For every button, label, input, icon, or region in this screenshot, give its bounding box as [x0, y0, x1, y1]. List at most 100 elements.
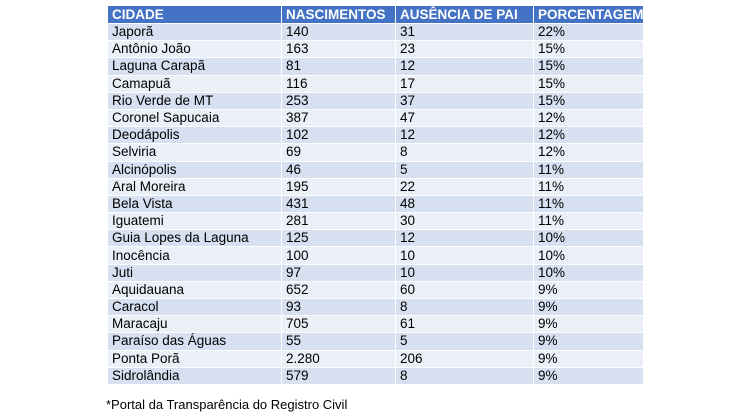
table-row: Iguatemi 281 30 11%: [107, 212, 644, 231]
cell-nascimentos: 387: [281, 108, 396, 128]
cell-ausencia-de-pai: 12: [395, 126, 534, 145]
cell-nascimentos: 705: [281, 315, 396, 334]
cell-ausencia-de-pai: 8: [395, 366, 534, 385]
cell-ausencia-de-pai: 31: [395, 22, 534, 42]
table-row: Rio Verde de MT 253 37 15%: [107, 91, 644, 110]
cell-porcentagem: 11%: [533, 212, 644, 231]
cell-nascimentos: 100: [281, 246, 396, 265]
cell-ausencia-de-pai: 30: [395, 212, 534, 231]
cell-porcentagem: 15%: [533, 91, 644, 110]
cell-cidade: Aral Moreira: [107, 177, 282, 196]
table-body: Japorã 140 31 22% Antônio João 163 23 15% Laguna…: [107, 22, 644, 385]
table-row: Laguna Carapã 81 12 15%: [107, 57, 644, 76]
cell-cidade: Antônio João: [107, 40, 282, 59]
table-row: Sidrolândia 579 8 9%: [107, 366, 644, 385]
cell-nascimentos: 140: [281, 22, 396, 42]
cell-nascimentos: 579: [281, 366, 396, 385]
cell-porcentagem: 9%: [533, 280, 644, 300]
cell-nascimentos: 281: [281, 212, 396, 231]
table-row: Inocência 100 10 10%: [107, 246, 644, 265]
cell-nascimentos: 431: [281, 194, 396, 214]
header-ausencia-de-pai: AUSÊNCIA DE PAI: [395, 5, 534, 24]
cell-cidade: Laguna Carapã: [107, 57, 282, 76]
table-header: CIDADE NASCIMENTOS AUSÊNCIA DE PAI PORCE…: [107, 5, 644, 24]
cell-cidade: Coronel Sapucaia: [107, 108, 282, 128]
cell-ausencia-de-pai: 61: [395, 315, 534, 334]
births-table: CIDADE NASCIMENTOS AUSÊNCIA DE PAI PORCE…: [107, 5, 644, 385]
cell-ausencia-de-pai: 8: [395, 297, 534, 317]
cell-nascimentos: 69: [281, 143, 396, 162]
table-row: Camapuã 116 17 15%: [107, 74, 644, 93]
cell-cidade: Ponta Porã: [107, 349, 282, 368]
cell-ausencia-de-pai: 12: [395, 229, 534, 248]
table-row: Guia Lopes da Laguna 125 12 10%: [107, 229, 644, 248]
cell-nascimentos: 163: [281, 40, 396, 59]
cell-cidade: Paraíso das Águas: [107, 332, 282, 351]
cell-nascimentos: 97: [281, 263, 396, 282]
cell-ausencia-de-pai: 37: [395, 91, 534, 110]
cell-cidade: Maracaju: [107, 315, 282, 334]
cell-porcentagem: 12%: [533, 126, 644, 145]
cell-cidade: Japorã: [107, 22, 282, 42]
table-row: Coronel Sapucaia 387 47 12%: [107, 108, 644, 128]
header-nascimentos: NASCIMENTOS: [281, 5, 396, 24]
table-row: Japorã 140 31 22%: [107, 22, 644, 42]
header-cidade: CIDADE: [107, 5, 282, 24]
cell-cidade: Iguatemi: [107, 212, 282, 231]
cell-ausencia-de-pai: 5: [395, 332, 534, 351]
table-row: Selviria 69 8 12%: [107, 143, 644, 162]
cell-nascimentos: 93: [281, 297, 396, 317]
cell-porcentagem: 10%: [533, 263, 644, 282]
cell-porcentagem: 15%: [533, 74, 644, 93]
cell-nascimentos: 652: [281, 280, 396, 300]
cell-porcentagem: 11%: [533, 177, 644, 196]
cell-ausencia-de-pai: 10: [395, 263, 534, 282]
cell-ausencia-de-pai: 17: [395, 74, 534, 93]
cell-cidade: Selviria: [107, 143, 282, 162]
cell-cidade: Juti: [107, 263, 282, 282]
source-note: *Portal da Transparência do Registro Civ…: [106, 397, 348, 412]
cell-ausencia-de-pai: 10: [395, 246, 534, 265]
cell-cidade: Caracol: [107, 297, 282, 317]
cell-porcentagem: 9%: [533, 349, 644, 368]
cell-porcentagem: 22%: [533, 22, 644, 42]
cell-porcentagem: 10%: [533, 246, 644, 265]
header-porcentagem: PORCENTAGEM: [533, 5, 644, 24]
table-row: Alcinópolis 46 5 11%: [107, 160, 644, 179]
cell-ausencia-de-pai: 22: [395, 177, 534, 196]
cell-porcentagem: 15%: [533, 40, 644, 59]
cell-ausencia-de-pai: 5: [395, 160, 534, 179]
cell-ausencia-de-pai: 23: [395, 40, 534, 59]
cell-porcentagem: 11%: [533, 194, 644, 214]
table-row: Juti 97 10 10%: [107, 263, 644, 282]
cell-cidade: Sidrolândia: [107, 366, 282, 385]
cell-cidade: Camapuã: [107, 74, 282, 93]
table-row: Paraíso das Águas 55 5 9%: [107, 332, 644, 351]
cell-cidade: Bela Vista: [107, 194, 282, 214]
cell-cidade: Deodápolis: [107, 126, 282, 145]
cell-nascimentos: 116: [281, 74, 396, 93]
cell-nascimentos: 102: [281, 126, 396, 145]
cell-porcentagem: 9%: [533, 332, 644, 351]
cell-porcentagem: 15%: [533, 57, 644, 76]
cell-ausencia-de-pai: 12: [395, 57, 534, 76]
table-row: Maracaju 705 61 9%: [107, 315, 644, 334]
table-row: Antônio João 163 23 15%: [107, 40, 644, 59]
cell-cidade: Alcinópolis: [107, 160, 282, 179]
cell-ausencia-de-pai: 8: [395, 143, 534, 162]
table-row: Aquidauana 652 60 9%: [107, 280, 644, 300]
cell-cidade: Guia Lopes da Laguna: [107, 229, 282, 248]
cell-porcentagem: 12%: [533, 108, 644, 128]
cell-porcentagem: 9%: [533, 297, 644, 317]
cell-ausencia-de-pai: 47: [395, 108, 534, 128]
table-row: Bela Vista 431 48 11%: [107, 194, 644, 214]
cell-cidade: Aquidauana: [107, 280, 282, 300]
header-row: CIDADE NASCIMENTOS AUSÊNCIA DE PAI PORCE…: [107, 5, 644, 24]
cell-porcentagem: 11%: [533, 160, 644, 179]
cell-nascimentos: 55: [281, 332, 396, 351]
cell-nascimentos: 46: [281, 160, 396, 179]
cell-porcentagem: 9%: [533, 315, 644, 334]
cell-nascimentos: 253: [281, 91, 396, 110]
table-row: Deodápolis 102 12 12%: [107, 126, 644, 145]
table-row: Caracol 93 8 9%: [107, 297, 644, 317]
